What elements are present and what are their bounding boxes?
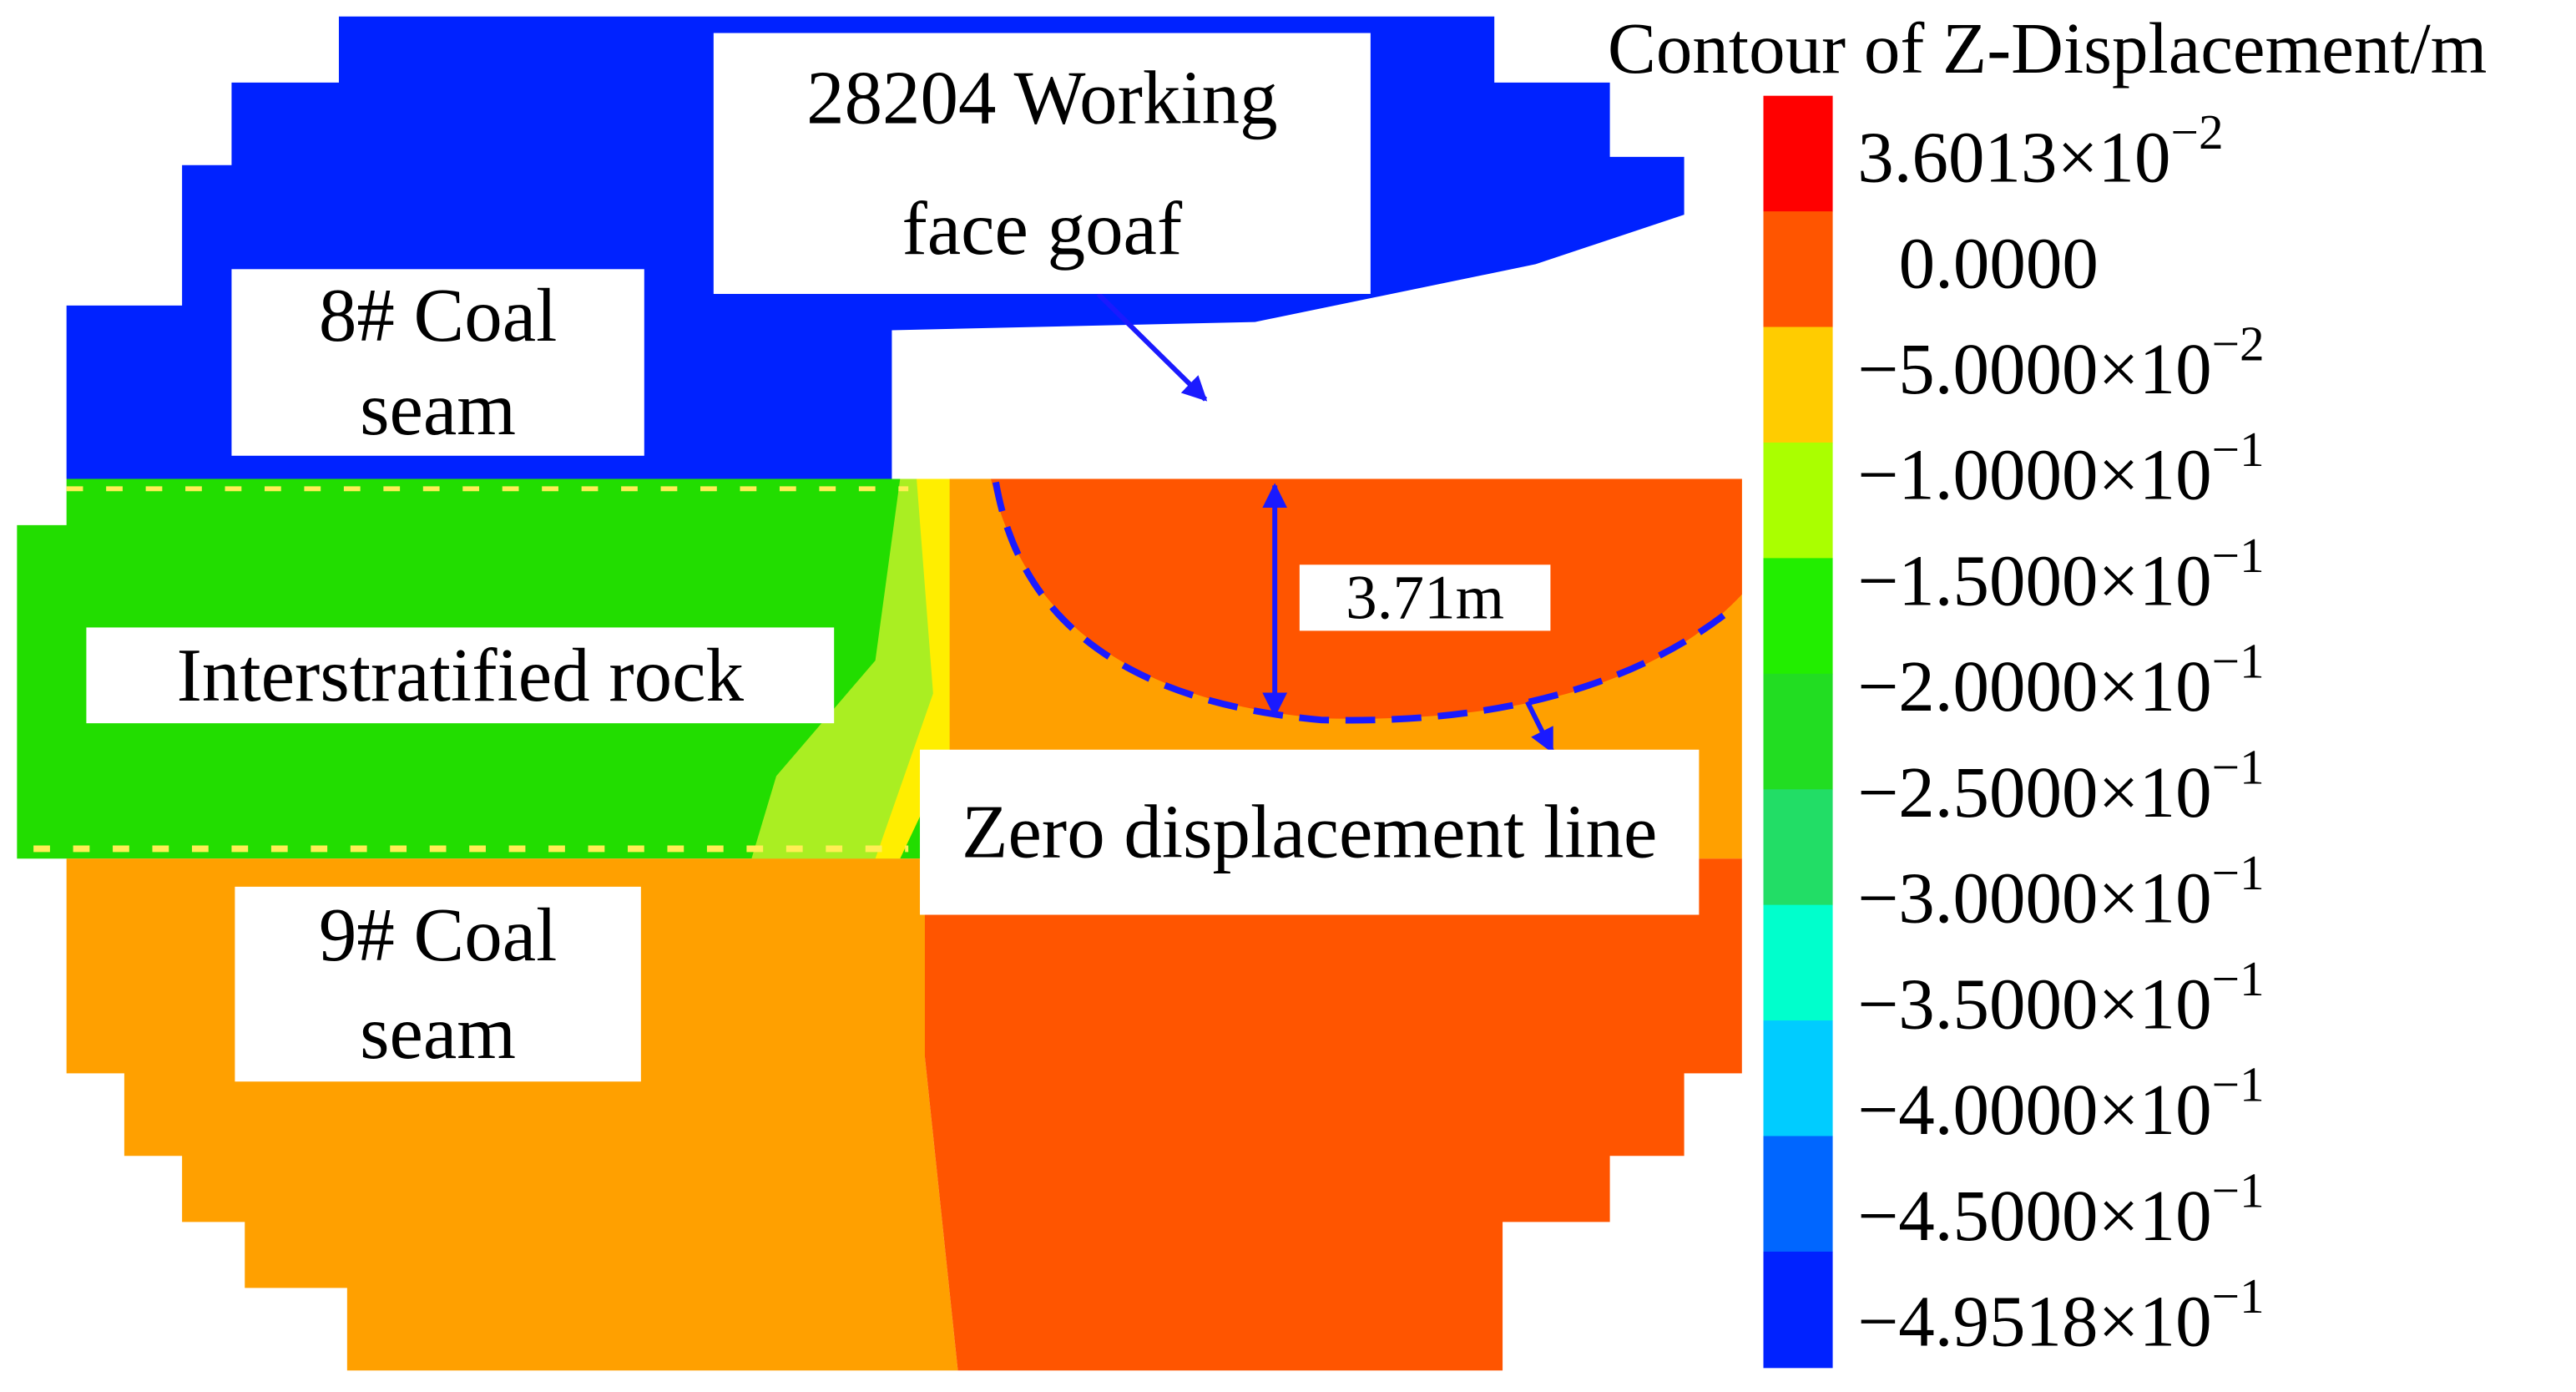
legend-mantissa: −2.0000×10 bbox=[1857, 645, 2211, 726]
legend-title: Contour of Z-Displacement/m bbox=[1608, 8, 2487, 89]
legend-label: −4.5000×10−1 bbox=[1857, 1162, 2264, 1256]
legend: Contour of Z-Displacement/m 3.6013×10−20… bbox=[1608, 8, 2487, 1369]
label-text: 9# Coal bbox=[319, 893, 557, 977]
legend-band bbox=[1763, 673, 1833, 791]
legend-exponent: −1 bbox=[2212, 845, 2265, 900]
label-text: face goaf bbox=[902, 186, 1182, 271]
legend-band bbox=[1763, 1020, 1833, 1137]
legend-label: 3.6013×10−2 bbox=[1857, 104, 2223, 198]
legend-exponent: −1 bbox=[2212, 1057, 2265, 1112]
label-text: 3.71m bbox=[1346, 564, 1504, 633]
legend-exponent: −1 bbox=[2212, 951, 2265, 1006]
zero-line bbox=[993, 481, 1736, 724]
legend-mantissa: −1.5000×10 bbox=[1857, 539, 2211, 620]
goaf-arrow bbox=[1096, 291, 1208, 402]
label-text: seam bbox=[360, 367, 516, 451]
annotation-boxes: 28204 Working face goaf 8# Coal seam Interst… bbox=[86, 33, 1700, 1082]
label-text: 8# Coal bbox=[319, 273, 557, 357]
legend-mantissa: −4.5000×10 bbox=[1857, 1175, 2211, 1256]
legend-label: −1.0000×10−1 bbox=[1857, 422, 2264, 515]
legend-label: 0.0000 bbox=[1899, 222, 2099, 303]
legend-band bbox=[1763, 1251, 1833, 1369]
label-box bbox=[235, 886, 641, 1082]
label-box bbox=[231, 269, 644, 456]
zero-arrow bbox=[1525, 701, 1555, 754]
legend-mantissa: −3.0000×10 bbox=[1857, 858, 2211, 939]
legend-label: −1.5000×10−1 bbox=[1857, 528, 2264, 621]
legend-mantissa: −4.9518×10 bbox=[1857, 1281, 2211, 1362]
label-text: seam bbox=[360, 990, 516, 1075]
legend-label: −3.0000×10−1 bbox=[1857, 845, 2264, 939]
legend-band bbox=[1763, 95, 1833, 213]
legend-band bbox=[1763, 1136, 1833, 1253]
label-box bbox=[1299, 564, 1551, 631]
label-text: 28204 Working bbox=[806, 56, 1278, 140]
legend-exponent: −1 bbox=[2212, 634, 2265, 689]
legend-label: −2.5000×10−1 bbox=[1857, 739, 2264, 833]
legend-label: −4.0000×10−1 bbox=[1857, 1057, 2264, 1151]
legend-band bbox=[1763, 442, 1833, 559]
legend-exponent: −2 bbox=[2171, 104, 2224, 159]
legend-mantissa: 3.6013×10 bbox=[1857, 117, 2170, 198]
legend-label: −3.5000×10−1 bbox=[1857, 951, 2264, 1045]
legend-exponent: −2 bbox=[2212, 316, 2265, 371]
legend-label: −2.0000×10−1 bbox=[1857, 634, 2264, 727]
legend-band bbox=[1763, 904, 1833, 1022]
legend-band bbox=[1763, 558, 1833, 675]
legend-mantissa: −3.5000×10 bbox=[1857, 963, 2211, 1044]
legend-exponent: −1 bbox=[2212, 528, 2265, 583]
legend-mantissa: −5.0000×10 bbox=[1857, 328, 2211, 409]
label-box bbox=[713, 33, 1371, 294]
label-text: Interstratified rock bbox=[177, 633, 745, 717]
legend-mantissa: −4.0000×10 bbox=[1857, 1069, 2211, 1150]
legend-exponent: −1 bbox=[2212, 1162, 2265, 1217]
legend-mantissa: −1.0000×10 bbox=[1857, 434, 2211, 515]
label-box bbox=[86, 627, 835, 724]
legend-mantissa: −2.5000×10 bbox=[1857, 752, 2211, 833]
legend-mantissa: 0.0000 bbox=[1899, 222, 2099, 303]
legend-band bbox=[1763, 211, 1833, 328]
lower-right bbox=[924, 858, 1742, 1371]
label-text: Zero displacement line bbox=[962, 790, 1657, 874]
arrows bbox=[1096, 291, 1555, 754]
legend-exponent: −1 bbox=[2212, 422, 2265, 477]
legend-exponent: −1 bbox=[2212, 1268, 2265, 1324]
legend-label: −4.9518×10−1 bbox=[1857, 1268, 2264, 1362]
legend-exponent: −1 bbox=[2212, 739, 2265, 794]
rock-transition bbox=[751, 478, 950, 859]
label-box bbox=[920, 749, 1700, 915]
legend-label: −5.0000×10−2 bbox=[1857, 316, 2264, 409]
legend-band bbox=[1763, 326, 1833, 443]
legend-band bbox=[1763, 789, 1833, 906]
